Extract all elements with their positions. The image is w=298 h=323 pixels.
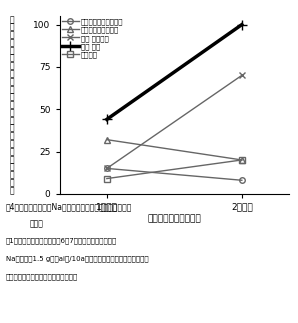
Text: と: と [10,155,14,164]
Text: に新たに伸長した匈匈茎の長さを測定: に新たに伸長した匈匈茎の長さを測定 [6,273,78,279]
チクゴスズメノヒエ [105,138,109,141]
チゴザサ [105,118,109,121]
Text: た: た [10,147,14,156]
Text: の: の [10,171,14,180]
Text: 合: 合 [10,186,14,195]
X-axis label: 薬剤散布後の経過期間: 薬剤散布後の経過期間 [148,214,201,224]
Text: を: を [10,100,14,109]
Line: キシュウスズメノヒエ: キシュウスズメノヒエ [104,166,245,183]
Text: し: し [10,140,14,148]
アシカキ [240,158,243,162]
Text: 処: 処 [10,23,14,32]
Text: 理: 理 [10,30,14,39]
Text: き: き [10,163,14,172]
キシュウスズメノヒエ [240,178,243,182]
Text: 無: 無 [10,15,14,24]
キシュウスズメノヒエ [105,166,109,170]
Text: 伸: 伸 [10,77,14,86]
ギョウギシバ [105,166,109,170]
Text: 围4　ビスピリバックNa塩液剤による匈匈茎の伸長抑制の: 围4 ビスピリバックNa塩液剤による匈匈茎の伸長抑制の [6,202,132,211]
ギョウギシバ [240,73,243,77]
Text: １: １ [10,108,14,117]
Line: チゴザサ: チゴザサ [102,20,247,124]
Text: ０: ０ [10,116,14,125]
Text: 種間差: 種間差 [30,220,44,229]
Text: の: の [10,69,14,78]
アシカキ [105,177,109,181]
Text: Na塩液剤（1.5 g　　ai．/10a　相当量）を茎葉処理、一週間毎: Na塩液剤（1.5 g ai．/10a 相当量）を茎葉処理、一週間毎 [6,255,149,262]
Line: チクゴスズメノヒエ: チクゴスズメノヒエ [104,137,245,163]
Text: と: と [10,131,14,141]
Line: ギョウギシバ: ギョウギシバ [103,72,245,172]
Legend: キシュウスズメノヒエ, チクゴスズメノヒエ, ギョ ウギシバ, チゴ ザサ, アシカキ: キシュウスズメノヒエ, チクゴスズメノヒエ, ギョ ウギシバ, チゴ ザサ, ア… [61,17,124,59]
Text: 围1と同様に茎切片を移植、6～7葉期にビスピリバック: 围1と同様に茎切片を移植、6～7葉期にビスピリバック [6,237,117,244]
Text: ０: ０ [10,124,14,133]
Text: 長: 長 [10,85,14,94]
Text: の: の [10,38,14,47]
Line: アシカキ: アシカキ [104,157,245,181]
Text: 量: 量 [10,93,14,102]
Text: 匈: 匈 [10,54,14,63]
Text: 割: 割 [10,178,14,187]
チゴザサ [240,23,243,26]
チクゴスズメノヒエ [240,158,243,162]
Text: 匈: 匈 [10,46,14,55]
Text: 茎: 茎 [10,62,14,70]
